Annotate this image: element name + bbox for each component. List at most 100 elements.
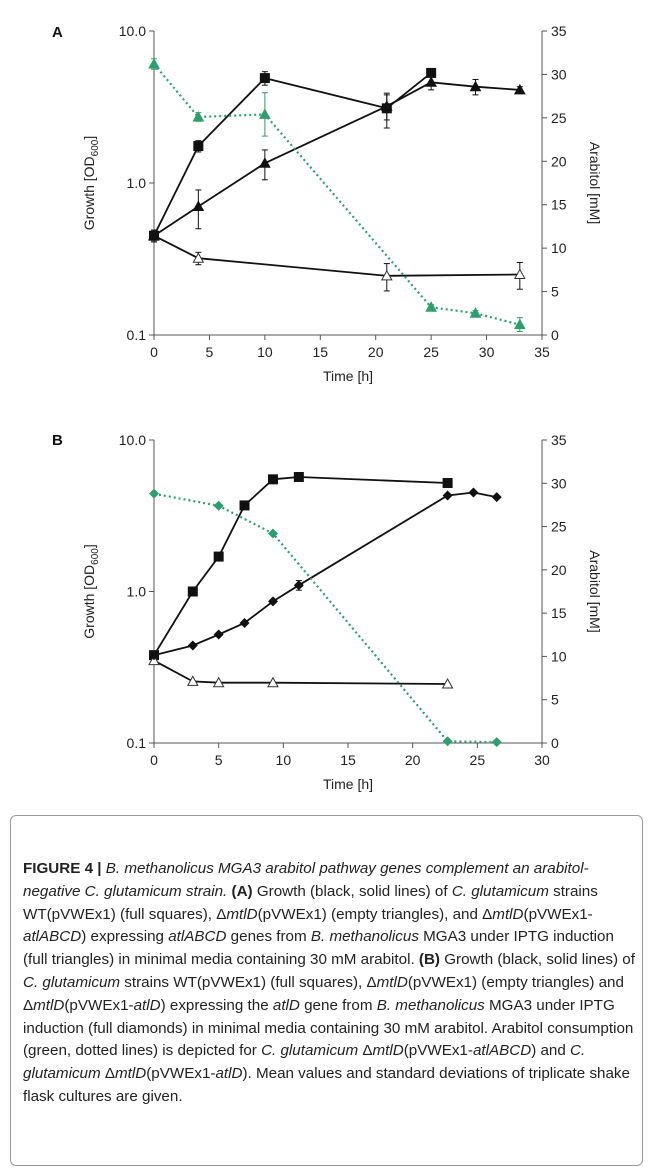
y2-tick-label: 30 bbox=[551, 66, 567, 82]
x-tick-label: 5 bbox=[206, 344, 214, 360]
y-tick-label: 0.1 bbox=[127, 735, 147, 751]
caption-segment: strains WT(pVWEx1) (full squares), Δ bbox=[120, 973, 377, 991]
data-point-square bbox=[193, 141, 204, 152]
y-axis-label-main: Growth [OD bbox=[81, 565, 97, 639]
caption-segment: ) and bbox=[531, 1042, 571, 1060]
data-point-diamond bbox=[491, 737, 502, 748]
caption-box bbox=[10, 815, 643, 1166]
data-point-diamond bbox=[267, 596, 278, 607]
data-point-triangle bbox=[425, 301, 437, 312]
caption-segment: (pVWEx1) (empty triangles), and Δ bbox=[257, 905, 493, 923]
figure-caption: FIGURE 4 | B. methanolicus MGA3 arabitol… bbox=[23, 858, 635, 1109]
data-point-triangle bbox=[192, 200, 205, 212]
series-line bbox=[153, 63, 521, 326]
caption-segment: (pVWEx1- bbox=[403, 1042, 473, 1060]
caption-segment: mtlD bbox=[115, 1065, 147, 1083]
x-axis-label: Time [h] bbox=[323, 368, 373, 384]
caption-segment: (pVWEx1) (empty triangles) and Δ bbox=[23, 973, 624, 1014]
x-tick-label: 20 bbox=[405, 752, 421, 768]
series-arabitol-atlABCD bbox=[148, 57, 526, 333]
panel-label: A bbox=[52, 24, 63, 41]
x-tick-label: 35 bbox=[534, 344, 550, 360]
series-line bbox=[153, 476, 448, 656]
caption-segment: C. glutamicum bbox=[23, 1042, 586, 1083]
y2-tick-label: 0 bbox=[551, 327, 559, 343]
y-tick-label: 1.0 bbox=[127, 175, 147, 191]
y-axis-label-subscript: 600 bbox=[90, 139, 101, 156]
caption-segment: ). Mean values and standard deviations o… bbox=[23, 1065, 630, 1105]
data-point-triangle bbox=[380, 100, 393, 111]
y2-tick-label: 30 bbox=[551, 475, 567, 491]
y2-tick-label: 10 bbox=[551, 240, 567, 256]
caption-segment: MGA3 under IPTG induction (full diamonds… bbox=[23, 996, 634, 1060]
data-point-square bbox=[213, 551, 224, 562]
caption-segment: Growth (black, solid lines) of bbox=[439, 951, 635, 969]
data-point-square bbox=[259, 73, 270, 84]
x-tick-label: 10 bbox=[257, 344, 273, 360]
data-point-triangle bbox=[425, 76, 437, 87]
caption-segment: mtlD bbox=[33, 996, 65, 1014]
series-wt bbox=[149, 471, 453, 661]
data-point-diamond bbox=[293, 580, 304, 591]
caption-segment: mtlD bbox=[492, 905, 524, 923]
data-point-diamond bbox=[442, 736, 453, 747]
data-point-triangle-open bbox=[380, 269, 393, 281]
y-tick-label: 10.0 bbox=[119, 432, 146, 448]
data-point-triangle bbox=[259, 108, 271, 119]
y2-tick-label: 35 bbox=[551, 432, 567, 448]
y-axis-label-close: ] bbox=[81, 136, 97, 140]
series-line bbox=[153, 72, 432, 237]
y-axis-label-main: Growth [OD bbox=[81, 156, 97, 230]
caption-segment: mtlD bbox=[376, 973, 408, 991]
data-point-triangle bbox=[469, 80, 482, 92]
caption-segment: C. glutamicum bbox=[261, 1042, 359, 1060]
data-point-triangle-open bbox=[441, 678, 454, 689]
data-point-square bbox=[293, 471, 304, 482]
data-point-triangle bbox=[469, 307, 482, 318]
caption-segment: (B) bbox=[418, 951, 440, 969]
caption-segment: B. methanolicus bbox=[376, 996, 485, 1014]
data-point-diamond bbox=[239, 617, 250, 628]
y2-tick-label: 10 bbox=[551, 648, 567, 664]
y-tick-label: 10.0 bbox=[119, 23, 146, 39]
caption-segment: C. glutamicum bbox=[451, 882, 549, 900]
caption-segment: ) expressing bbox=[81, 928, 169, 946]
data-point-triangle bbox=[148, 229, 160, 241]
series-line bbox=[153, 234, 520, 277]
series-line bbox=[153, 492, 497, 744]
data-point-diamond bbox=[213, 500, 224, 511]
x-tick-label: 10 bbox=[276, 752, 292, 768]
y2-tick-label: 5 bbox=[551, 692, 559, 708]
series-line bbox=[153, 659, 448, 685]
data-point-square bbox=[187, 586, 198, 597]
caption-segment: genes from bbox=[226, 928, 311, 946]
x-tick-label: 25 bbox=[470, 752, 486, 768]
y-axis-label-subscript: 600 bbox=[90, 548, 101, 565]
data-point-diamond bbox=[187, 640, 198, 651]
caption-segment: (pVWEx1- bbox=[146, 1065, 216, 1083]
series-mtlD-empty bbox=[148, 654, 454, 689]
data-point-triangle-open bbox=[513, 268, 526, 280]
caption-body: (A) Growth (black, solid lines) of C. gl… bbox=[23, 883, 635, 1105]
y-axis-label-close: ] bbox=[81, 544, 97, 548]
y2-axis-label: Arabitol [mM] bbox=[587, 142, 603, 224]
y-axis-label: Growth [OD600] bbox=[81, 136, 101, 230]
data-point-triangle-open bbox=[212, 676, 225, 688]
x-tick-label: 25 bbox=[423, 344, 439, 360]
data-point-square bbox=[239, 500, 250, 511]
caption-segment: C. glutamicum bbox=[23, 973, 121, 991]
data-point-diamond bbox=[442, 490, 453, 501]
caption-segment: atlD bbox=[272, 996, 300, 1014]
caption-segment: Growth (black, solid lines) of bbox=[252, 882, 452, 900]
data-point-diamond bbox=[468, 487, 479, 498]
x-tick-label: 15 bbox=[312, 344, 328, 360]
data-point-diamond bbox=[267, 528, 278, 539]
y2-tick-label: 25 bbox=[551, 110, 567, 126]
x-tick-label: 0 bbox=[150, 752, 158, 768]
y2-tick-label: 20 bbox=[551, 562, 567, 578]
x-tick-label: 20 bbox=[368, 344, 384, 360]
y2-tick-label: 20 bbox=[551, 153, 567, 169]
data-point-diamond bbox=[149, 650, 159, 661]
